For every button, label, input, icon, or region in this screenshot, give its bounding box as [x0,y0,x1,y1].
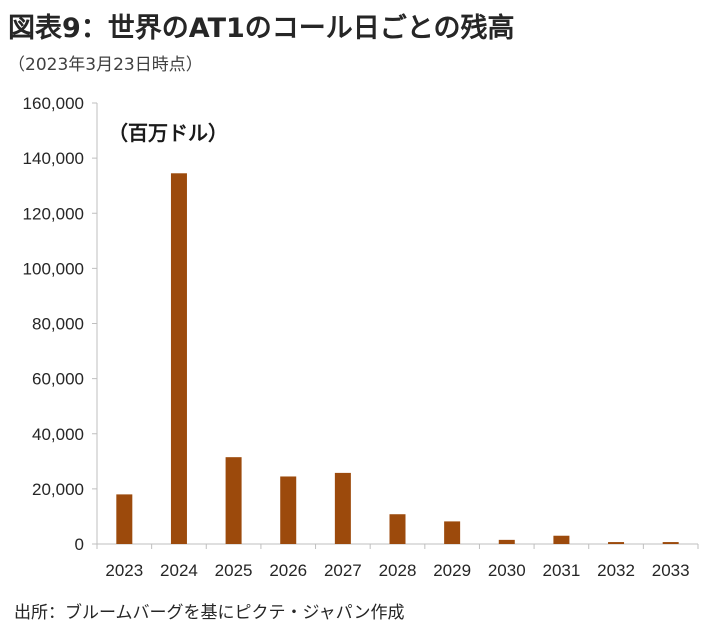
y-tick-label: 20,000 [32,480,84,499]
x-tick-label: 2033 [652,561,690,580]
bar-2032 [608,542,625,544]
y-tick-label: 40,000 [32,425,84,444]
bar-2025 [225,457,242,544]
y-axis: 0 20,000 40,000 60,000 80,000 100,000 120,000 1… [23,94,98,554]
x-tick-label: 2028 [379,561,417,580]
chart-title: 図表9：世界のAT1のコール日ごとの残高 [8,13,515,44]
y-tick-label: 80,000 [32,315,84,334]
bar-2030 [498,539,515,544]
x-tick-label: 2025 [215,561,253,580]
y-tick-label: 100,000 [23,259,84,278]
bar-2023 [116,494,133,544]
unit-label: （百万ドル） [108,121,228,145]
source-note: 出所：ブルームバーグを基にピクテ・ジャパン作成 [14,603,405,623]
bar-2029 [444,521,461,544]
x-tick-label: 2026 [269,561,307,580]
x-tick-label: 2031 [542,561,580,580]
x-tick-label: 2032 [597,561,635,580]
x-axis: 2023 2024 2025 2026 2027 2028 2029 2030 2031 2032… [96,543,699,580]
x-tick-label: 2023 [105,561,143,580]
bars [116,173,679,545]
x-tick-label: 2027 [324,561,362,580]
x-tick-label: 2029 [433,561,471,580]
bar-2027 [334,472,351,544]
y-tick-label: 120,000 [23,204,84,223]
y-tick-label: 160,000 [23,94,84,113]
x-tick-label: 2030 [488,561,526,580]
bar-2026 [280,476,297,544]
x-tick-label: 2024 [160,561,198,580]
chart-subtitle: （2023年3月23日時点） [8,55,203,75]
bar-2028 [389,514,406,544]
bar-2033 [662,542,679,544]
y-tick-label: 140,000 [23,149,84,168]
bar-2024 [170,173,187,545]
y-tick-label: 60,000 [32,370,84,389]
bar-2031 [553,535,570,544]
y-tick-label: 0 [75,535,84,554]
